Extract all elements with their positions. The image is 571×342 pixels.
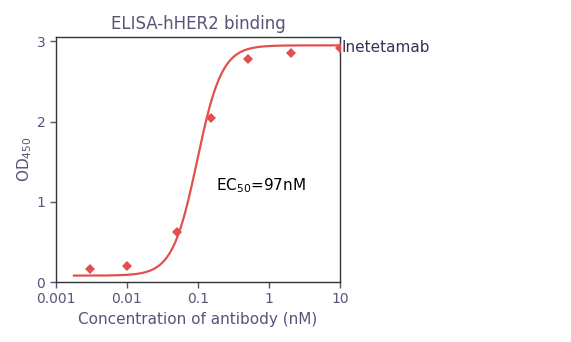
Y-axis label: OD$_{450}$: OD$_{450}$ — [15, 137, 34, 183]
Title: ELISA-hHER2 binding: ELISA-hHER2 binding — [111, 15, 286, 33]
Text: Inetetamab: Inetetamab — [341, 40, 430, 55]
Text: EC$_{50}$=97nM: EC$_{50}$=97nM — [216, 176, 306, 195]
X-axis label: Concentration of antibody (nM): Concentration of antibody (nM) — [78, 312, 317, 327]
